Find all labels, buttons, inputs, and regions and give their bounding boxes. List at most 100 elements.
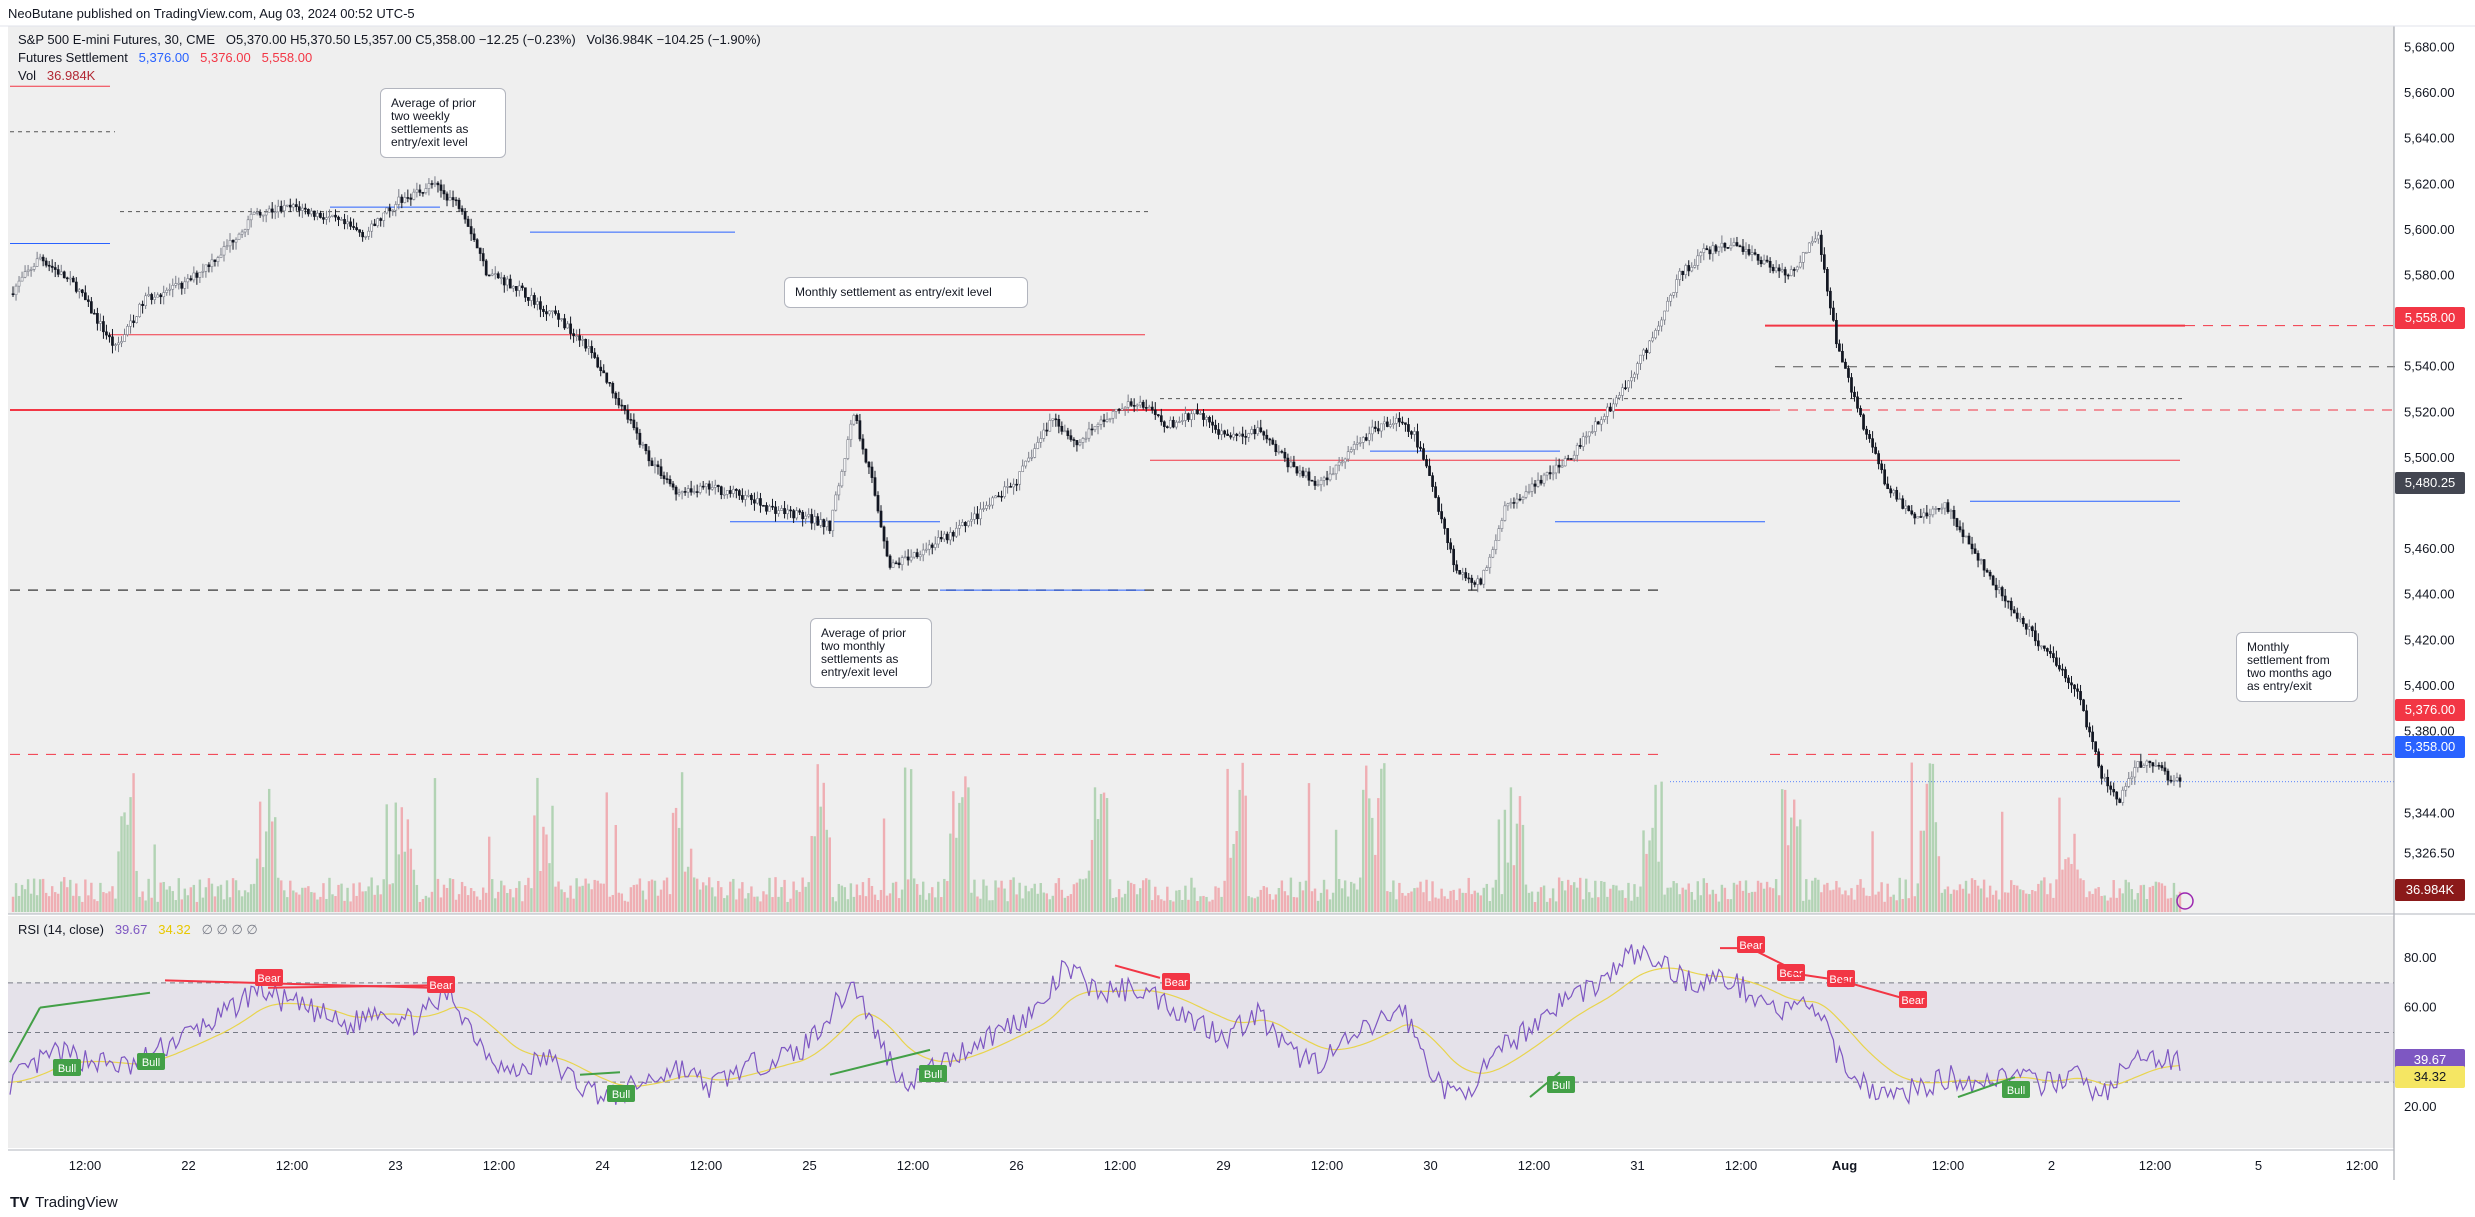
candle-body (231, 240, 235, 243)
volume-bar (442, 884, 446, 912)
candle-body (1175, 421, 1178, 428)
volume-bar (1012, 877, 1015, 912)
legend-indicator-row[interactable]: Futures Settlement 5,376.00 5,376.00 5,5… (18, 50, 312, 65)
volume-bar (711, 887, 714, 912)
volume-bar (1057, 878, 1061, 912)
candle-body (105, 331, 108, 336)
candle-body (1545, 472, 1549, 476)
volume-bar (2169, 897, 2173, 912)
price-tag-level-low: 5,376.00 (2395, 699, 2465, 721)
candle-body (300, 207, 304, 211)
volume-bar (994, 880, 997, 912)
volume-bar (11, 896, 15, 912)
volume-bar (23, 889, 27, 912)
volume-bar (1829, 890, 1832, 912)
volume-bar (1232, 843, 1235, 912)
volume-bar (1241, 762, 1244, 912)
candle-body (2070, 682, 2073, 686)
volume-bar (1494, 879, 1498, 912)
candle-body (1259, 427, 1263, 432)
candle-body (222, 246, 226, 256)
volume-bar (753, 896, 756, 912)
volume-bar (1316, 900, 1320, 912)
candle-body (1895, 490, 1899, 500)
volume-bar (424, 895, 428, 912)
candle-body (237, 233, 241, 240)
candle-body (1024, 460, 1028, 467)
volume-bar (1425, 879, 1428, 912)
rsi-legend[interactable]: RSI (14, close) 39.67 34.32 ∅ ∅ ∅ ∅ (18, 922, 258, 938)
volume-bar (1536, 891, 1540, 912)
volume-bar (1576, 887, 1579, 912)
candle-body (1738, 245, 1742, 248)
candle-body (1672, 292, 1676, 296)
volume-bar (1582, 899, 1585, 912)
candle-body (1847, 368, 1850, 378)
volume-bar (382, 879, 385, 912)
volume-bar (1151, 900, 1154, 912)
volume-bar (1660, 781, 1663, 912)
candle-body (873, 477, 877, 496)
candle-body (581, 339, 584, 341)
volume-bar (144, 900, 147, 912)
volume-bar (403, 851, 407, 912)
candle-body (915, 552, 919, 558)
candle-body (1373, 426, 1377, 429)
volume-bar (1142, 880, 1145, 912)
candle-body (1045, 429, 1049, 432)
volume-bar (1359, 877, 1362, 912)
volume-bar (726, 895, 729, 912)
legend-vol-row[interactable]: Vol 36.984K (18, 68, 95, 83)
volume-bar (2052, 897, 2055, 912)
volume-bar (1334, 829, 1338, 912)
volume-bar (2142, 884, 2146, 912)
candle-body (1642, 349, 1645, 356)
volume-bar (2136, 893, 2140, 912)
volume-bar (1117, 889, 1121, 912)
candle-body (1331, 473, 1335, 476)
candle-body (590, 346, 594, 354)
candle-body (1687, 265, 1691, 272)
volume-bar (1907, 898, 1910, 912)
volume-bar (940, 897, 943, 912)
volume-bar (2003, 892, 2007, 912)
volume-bar (44, 892, 48, 912)
volume-bar (1871, 831, 1874, 912)
candle-body (472, 233, 476, 241)
candle-body (1744, 249, 1748, 252)
volume-bar (840, 885, 844, 912)
volume-bar (804, 886, 807, 912)
volume-bar (1796, 826, 1799, 912)
volume-bar (1768, 887, 1772, 912)
candle-body (192, 272, 196, 281)
volume-bar (2106, 900, 2109, 912)
candle-body (90, 301, 93, 314)
candle-body (2172, 780, 2176, 782)
footer-brand[interactable]: TV TradingView (10, 1194, 118, 1211)
volume-bar (2025, 893, 2028, 912)
candle-body (614, 392, 618, 399)
candle-body (2021, 617, 2025, 625)
symbol-name[interactable]: S&P 500 E-mini Futures, 30, CME (18, 32, 216, 47)
volume-bar (596, 880, 599, 912)
volume-bar (1606, 896, 1609, 912)
price-tick-label: 5,344.00 (2404, 806, 2455, 821)
volume-bar (1865, 895, 1868, 912)
candle-body (234, 239, 238, 243)
volume-bar (1786, 845, 1790, 912)
volume-bar (2079, 878, 2082, 912)
candle-body (1196, 409, 1199, 415)
volume-bar (2064, 859, 2067, 912)
candle-body (545, 311, 548, 315)
price-pane[interactable] (8, 26, 2394, 914)
volume-bar (1075, 882, 1079, 912)
volume-bar (481, 887, 485, 912)
volume-bar (1036, 893, 1039, 912)
volume-bar (2100, 895, 2103, 912)
volume-bar (2007, 892, 2010, 912)
volume-bar (1820, 892, 1823, 912)
candle-body (1832, 307, 1835, 321)
candle-body (689, 488, 693, 493)
candle-body (1648, 340, 1651, 354)
